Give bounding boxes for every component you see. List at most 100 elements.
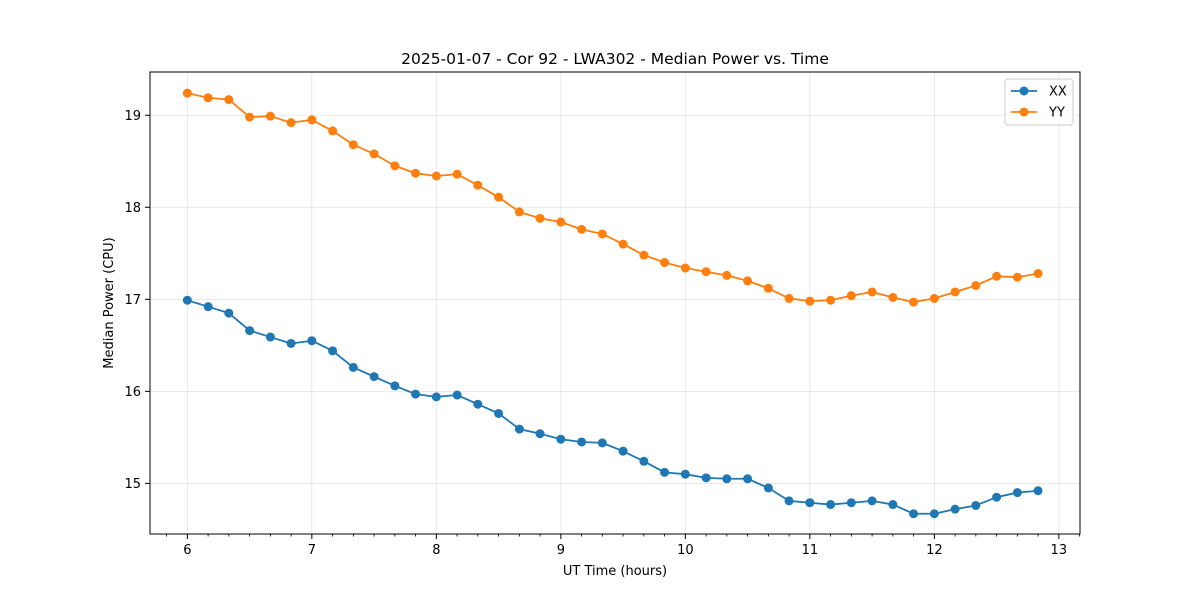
data-point-yy	[535, 213, 545, 223]
data-point-xx	[888, 500, 898, 510]
chart-title: 2025-01-07 - Cor 92 - LWA302 - Median Po…	[401, 50, 829, 68]
data-point-yy	[950, 287, 960, 297]
data-point-yy	[826, 295, 836, 305]
data-point-xx	[826, 500, 836, 510]
data-point-yy	[888, 292, 898, 302]
data-point-xx	[348, 362, 358, 372]
legend-marker-xx	[1019, 86, 1029, 96]
x-tick-label: 6	[183, 543, 191, 558]
data-point-yy	[1012, 272, 1022, 282]
data-point-xx	[660, 467, 670, 477]
data-point-yy	[660, 258, 670, 268]
data-point-xx	[763, 483, 773, 493]
data-point-yy	[743, 276, 753, 286]
data-point-yy	[328, 126, 338, 136]
data-point-xx	[286, 338, 296, 348]
data-point-xx	[535, 429, 545, 439]
x-tick-label: 8	[432, 543, 440, 558]
data-point-xx	[618, 446, 628, 456]
data-point-yy	[556, 217, 566, 227]
data-point-yy	[369, 149, 379, 159]
x-tick-label: 10	[677, 543, 694, 558]
data-point-xx	[224, 308, 234, 318]
data-point-yy	[784, 293, 794, 303]
data-point-yy	[639, 250, 649, 260]
data-point-yy	[597, 229, 607, 239]
data-point-yy	[348, 140, 358, 150]
data-point-xx	[369, 372, 379, 382]
data-point-yy	[722, 270, 732, 280]
data-point-xx	[307, 336, 317, 346]
data-point-xx	[722, 474, 732, 484]
data-point-yy	[867, 287, 877, 297]
data-point-xx	[494, 408, 504, 418]
data-point-xx	[639, 456, 649, 466]
y-tick-label: 19	[124, 109, 141, 124]
data-point-yy	[701, 267, 711, 277]
data-point-xx	[328, 346, 338, 356]
data-point-yy	[431, 171, 441, 181]
data-point-yy	[286, 118, 296, 128]
data-point-yy	[680, 263, 690, 273]
series-line-xx	[187, 299, 1039, 515]
x-axis-label: UT Time (hours)	[563, 564, 667, 579]
series-line-yy	[187, 92, 1039, 303]
data-point-yy	[618, 239, 628, 249]
data-point-yy	[992, 271, 1002, 281]
data-point-xx	[182, 295, 192, 305]
y-tick-label: 15	[124, 477, 141, 492]
data-point-xx	[431, 392, 441, 402]
data-point-yy	[909, 297, 919, 307]
plot-frame	[149, 71, 1081, 535]
y-tick-label: 18	[124, 201, 141, 216]
data-point-yy	[577, 224, 587, 234]
data-point-xx	[743, 474, 753, 484]
data-point-xx	[867, 496, 877, 506]
x-tick-label: 11	[802, 543, 819, 558]
data-point-yy	[224, 95, 234, 105]
data-point-xx	[245, 326, 255, 336]
data-point-xx	[784, 496, 794, 506]
data-point-xx	[203, 302, 213, 312]
data-point-yy	[846, 291, 856, 301]
data-point-yy	[182, 88, 192, 98]
y-axis-label: Median Power (CPU)	[102, 237, 117, 368]
data-point-xx	[846, 498, 856, 508]
data-point-yy	[452, 169, 462, 179]
x-tick-label: 7	[308, 543, 316, 558]
x-tick-label: 12	[926, 543, 943, 558]
data-point-xx	[1033, 486, 1043, 496]
data-point-yy	[307, 115, 317, 125]
data-point-yy	[514, 207, 524, 217]
data-point-yy	[411, 168, 421, 178]
ticks: 6 7 8 9 10 11 12 13 15 16 17 18 19	[124, 109, 1080, 558]
data-point-xx	[556, 434, 566, 444]
data-point-yy	[805, 296, 815, 306]
y-tick-label: 17	[124, 293, 141, 308]
series-layer	[182, 88, 1043, 519]
data-point-xx	[950, 504, 960, 514]
data-point-yy	[971, 281, 981, 291]
data-point-xx	[909, 509, 919, 519]
data-point-xx	[265, 332, 275, 342]
data-point-yy	[1033, 269, 1043, 279]
data-point-xx	[577, 437, 587, 447]
data-point-xx	[390, 381, 400, 391]
data-point-yy	[763, 283, 773, 293]
data-point-xx	[701, 473, 711, 483]
gridlines	[150, 72, 1080, 534]
data-point-xx	[992, 492, 1002, 502]
data-point-xx	[680, 469, 690, 479]
data-point-yy	[494, 192, 504, 202]
data-point-yy	[390, 161, 400, 171]
data-point-xx	[514, 424, 524, 434]
legend-label-xx: XX	[1049, 85, 1067, 100]
data-point-xx	[805, 498, 815, 508]
data-point-xx	[473, 399, 483, 409]
data-point-xx	[452, 390, 462, 400]
legend-label-yy: YY	[1048, 106, 1065, 121]
legend-marker-yy	[1019, 107, 1029, 117]
data-point-xx	[1012, 488, 1022, 498]
data-point-yy	[245, 112, 255, 122]
